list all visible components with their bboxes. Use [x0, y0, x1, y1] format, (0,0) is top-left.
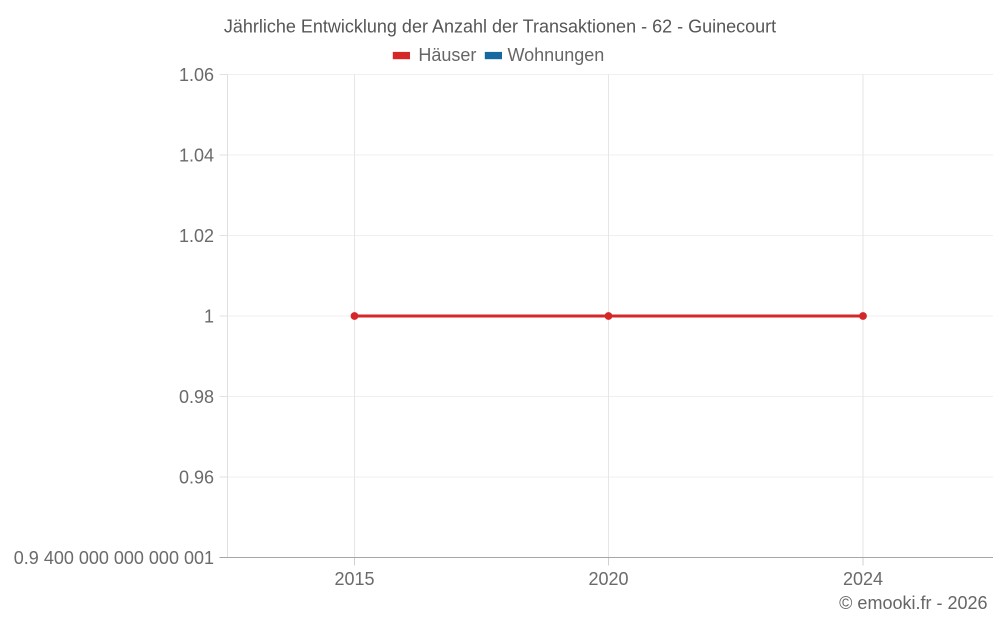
svg-text:2020: 2020 [588, 569, 628, 589]
svg-text:2015: 2015 [334, 569, 374, 589]
svg-text:© emooki.fr - 2026: © emooki.fr - 2026 [839, 593, 987, 613]
svg-text:1.04: 1.04 [179, 146, 214, 166]
svg-text:1.02: 1.02 [179, 226, 214, 246]
svg-text:1.06: 1.06 [179, 65, 214, 85]
svg-text:0.9 400 000 000 000 001: 0.9 400 000 000 000 001 [14, 548, 214, 568]
svg-text:0.98: 0.98 [179, 387, 214, 407]
svg-text:Häuser: Häuser [418, 45, 476, 65]
svg-text:0.96: 0.96 [179, 468, 214, 488]
svg-text:Jährliche Entwicklung der Anza: Jährliche Entwicklung der Anzahl der Tra… [224, 17, 776, 37]
svg-text:1: 1 [204, 307, 214, 327]
svg-text:2024: 2024 [843, 569, 883, 589]
svg-text:Wohnungen: Wohnungen [508, 45, 605, 65]
